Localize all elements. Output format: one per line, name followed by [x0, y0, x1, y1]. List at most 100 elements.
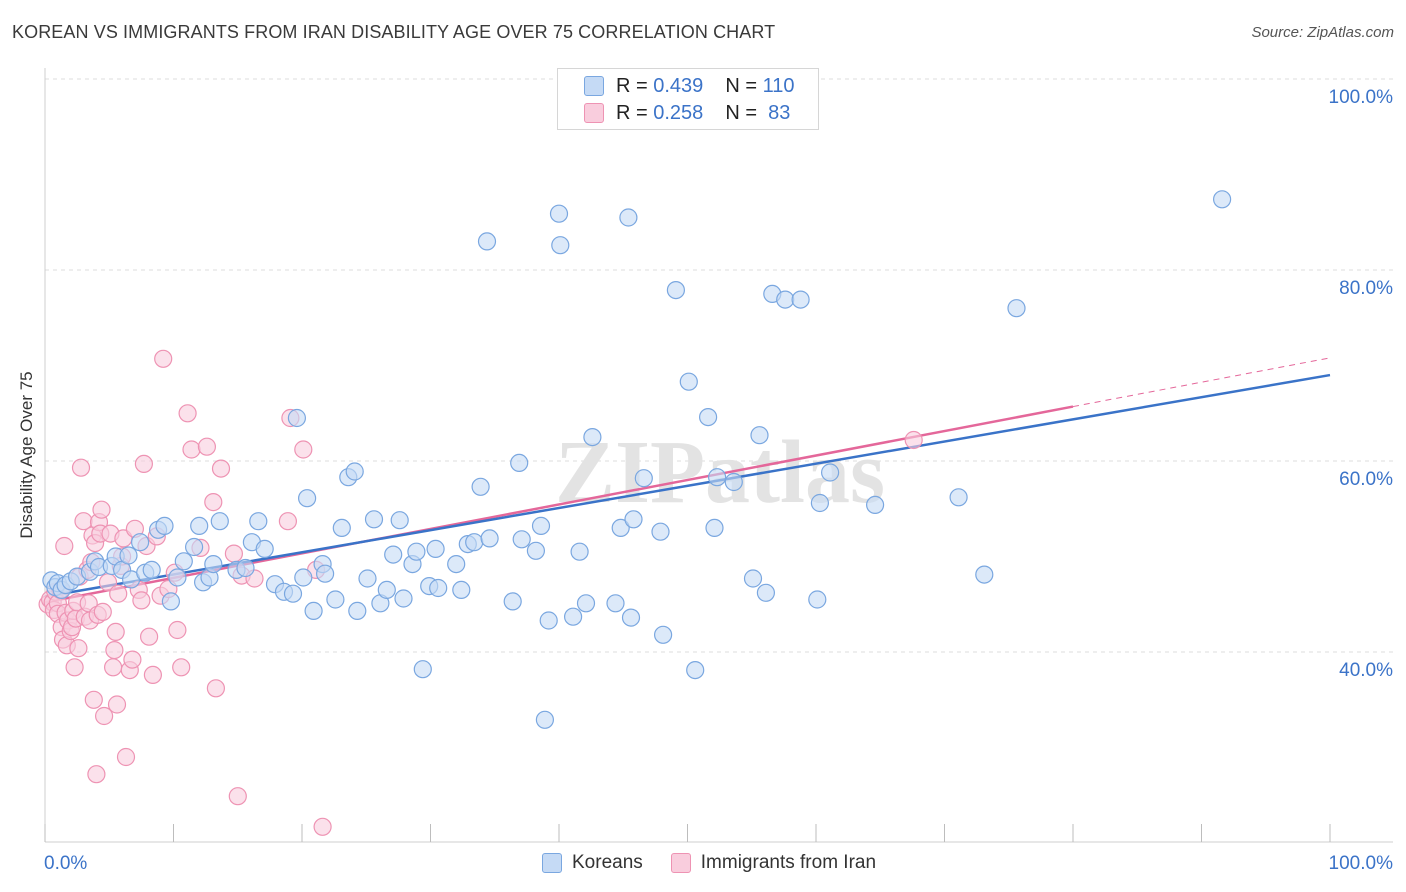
- korean-point: [512, 530, 531, 549]
- korean-point: [949, 488, 968, 507]
- korean-point: [426, 539, 445, 559]
- iran-point: [206, 679, 225, 698]
- korean-point: [563, 607, 583, 626]
- korean-point: [570, 542, 589, 561]
- korean-point: [364, 510, 384, 529]
- korean-point: [526, 541, 546, 560]
- n-label: N =: [725, 74, 757, 97]
- y-tick-label: 80.0%: [1339, 278, 1393, 299]
- korean-point: [413, 660, 432, 679]
- iran-swatch: [670, 853, 691, 873]
- legend-label: Immigrants from Iran: [700, 852, 877, 873]
- korean-point: [326, 590, 345, 609]
- korean-point: [283, 584, 303, 603]
- korean-point: [452, 580, 471, 600]
- korean-point: [756, 583, 776, 602]
- korean-point: [119, 546, 138, 565]
- korean-point: [606, 594, 625, 613]
- korean-point: [808, 590, 827, 609]
- iran-point: [278, 512, 297, 531]
- korean-point: [465, 533, 484, 552]
- iran-point: [154, 349, 173, 368]
- korean-point: [471, 477, 490, 496]
- korean-point: [705, 518, 724, 538]
- korean-point: [776, 290, 795, 309]
- iran-point: [132, 591, 151, 610]
- iran-point: [143, 665, 162, 685]
- iran-point: [228, 787, 247, 806]
- r-label: R =: [616, 101, 648, 124]
- r-value: 0.439: [653, 74, 704, 97]
- iran-point: [93, 602, 112, 622]
- korean-point: [619, 208, 638, 227]
- korean-point: [447, 554, 466, 574]
- iran-point: [140, 627, 159, 646]
- korean-point: [510, 453, 529, 472]
- koreans-swatch: [584, 76, 604, 96]
- iran-point: [224, 544, 243, 563]
- korean-point: [686, 660, 705, 680]
- korean-point: [724, 472, 743, 492]
- iran-point: [94, 706, 114, 726]
- korean-point: [298, 489, 317, 508]
- korean-point: [348, 601, 367, 621]
- korean-point: [174, 552, 193, 571]
- y-axis-label: Disability Age Over 75: [17, 371, 36, 539]
- korean-point: [743, 569, 763, 588]
- korean-point: [185, 537, 204, 557]
- stats-legend: R = 0.439 N = 110 R = 0.258 N = 83: [557, 68, 819, 130]
- korean-point: [750, 426, 769, 445]
- iran-point: [105, 640, 124, 660]
- korean-point: [551, 236, 570, 255]
- legend-row-iran: R = 0.258 N = 83: [584, 100, 790, 126]
- korean-point: [204, 554, 223, 574]
- iran-point: [123, 650, 142, 669]
- iran-point: [204, 493, 223, 512]
- korean-point: [539, 611, 558, 630]
- korean-point: [698, 408, 718, 427]
- korean-point: [535, 710, 555, 729]
- korean-point: [820, 463, 840, 482]
- korean-point: [653, 625, 673, 644]
- korean-point: [210, 512, 229, 531]
- korean-trend-line: [44, 373, 1331, 598]
- korean-point: [576, 594, 596, 613]
- series-legend: Koreans Immigrants from Iran: [542, 852, 904, 874]
- korean-point: [287, 408, 306, 428]
- korean-point: [480, 529, 499, 548]
- korean-point: [236, 558, 255, 578]
- legend-item-iran[interactable]: Immigrants from Iran: [670, 852, 877, 874]
- korean-point: [707, 468, 727, 487]
- korean-point: [168, 568, 187, 587]
- iran-swatch: [584, 103, 604, 123]
- legend-item-koreans[interactable]: Koreans: [542, 852, 643, 874]
- korean-point: [155, 516, 174, 536]
- y-tick-label: 60.0%: [1339, 469, 1393, 490]
- iran-point: [313, 817, 332, 836]
- korean-point: [345, 462, 364, 481]
- iran-point: [134, 454, 153, 473]
- korean-point: [384, 545, 403, 564]
- axes: [44, 68, 1393, 843]
- korean-point: [390, 511, 409, 530]
- n-value: 110: [762, 74, 795, 97]
- x-tick-label: 0.0%: [44, 853, 88, 874]
- y-tick-label: 40.0%: [1339, 660, 1393, 681]
- korean-point: [679, 372, 698, 391]
- korean-point: [332, 518, 351, 538]
- korean-point: [810, 493, 830, 513]
- iran-point: [103, 658, 123, 677]
- korean-point: [316, 564, 335, 583]
- iran-point: [69, 639, 88, 658]
- korean-point: [358, 569, 377, 588]
- korean-point: [791, 290, 810, 309]
- korean-point: [666, 281, 686, 300]
- korean-point: [865, 495, 885, 514]
- korean-point: [624, 510, 643, 529]
- gridlines: [45, 78, 1393, 653]
- korean-point: [394, 589, 413, 608]
- korean-point: [621, 608, 641, 627]
- iran-point: [168, 620, 187, 640]
- r-label: R =: [616, 74, 648, 97]
